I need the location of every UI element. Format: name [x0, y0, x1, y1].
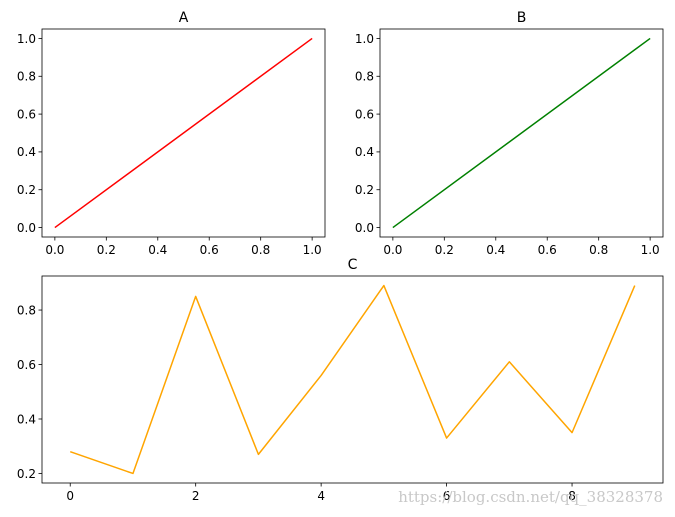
- y-tick-label: 1.0: [17, 32, 36, 46]
- y-tick-label: 0.0: [17, 221, 36, 235]
- y-tick-label: 0.2: [17, 467, 36, 481]
- x-tick-label: 0.2: [97, 243, 116, 257]
- subplot-c: 0 2 4 6 8 0.2 0.4 0.6 0.8 C: [17, 257, 664, 503]
- series-line: [69, 284, 636, 475]
- x-tick-label: 0.6: [200, 243, 219, 257]
- x-tick-label: 0.4: [486, 243, 505, 257]
- x-tick-label: 8: [568, 489, 576, 503]
- x-tick-label: 0.8: [251, 243, 270, 257]
- subplot-b: 0.0 0.2 0.4 0.6 0.8 1.0 0.0 0.2 0.4 0.6 0.8 1.0 B: [355, 10, 664, 257]
- x-tick-label: 1.0: [303, 243, 322, 257]
- y-tick-label: 0.8: [355, 70, 374, 84]
- watermark-text: https://blog.csdn.net/qq_38328378: [398, 488, 663, 506]
- x-tick-label: 1.0: [641, 243, 660, 257]
- y-tick-label: 0.8: [17, 303, 36, 317]
- chart-title: A: [179, 10, 189, 26]
- x-tick-label: 4: [317, 489, 325, 503]
- x-tick-label: 2: [192, 489, 200, 503]
- x-tick-label: 6: [443, 489, 451, 503]
- y-tick-label: 0.6: [17, 358, 36, 372]
- chart-title: B: [517, 10, 527, 26]
- y-tick-label: 0.2: [355, 183, 374, 197]
- y-tick-label: 0.8: [17, 70, 36, 84]
- axes-frame: [379, 28, 664, 238]
- subplot-a: 0.0 0.2 0.4 0.6 0.8 1.0 0.0 0.2 0.4 0.6 0.8 1.0 A: [17, 10, 326, 257]
- y-tick-label: 0.6: [355, 107, 374, 121]
- x-tick-label: 0.6: [538, 243, 557, 257]
- series-line: [54, 37, 313, 229]
- x-tick-label: 0.8: [589, 243, 608, 257]
- x-tick-label: 0.0: [383, 243, 402, 257]
- axes-frame: [41, 275, 664, 484]
- x-tick-label: 0: [66, 489, 74, 503]
- x-tick-label: 0.4: [148, 243, 167, 257]
- y-tick-label: 0.4: [17, 412, 36, 426]
- x-tick-label: 0.0: [45, 243, 64, 257]
- y-tick-label: 0.4: [355, 145, 374, 159]
- y-tick-label: 1.0: [355, 32, 374, 46]
- series-line: [392, 37, 651, 229]
- chart-title: C: [348, 257, 358, 273]
- y-tick-label: 0.0: [355, 221, 374, 235]
- y-tick-label: 0.2: [17, 183, 36, 197]
- axes-frame: [41, 28, 326, 238]
- x-tick-label: 0.2: [435, 243, 454, 257]
- y-tick-label: 0.6: [17, 107, 36, 121]
- y-tick-label: 0.4: [17, 145, 36, 159]
